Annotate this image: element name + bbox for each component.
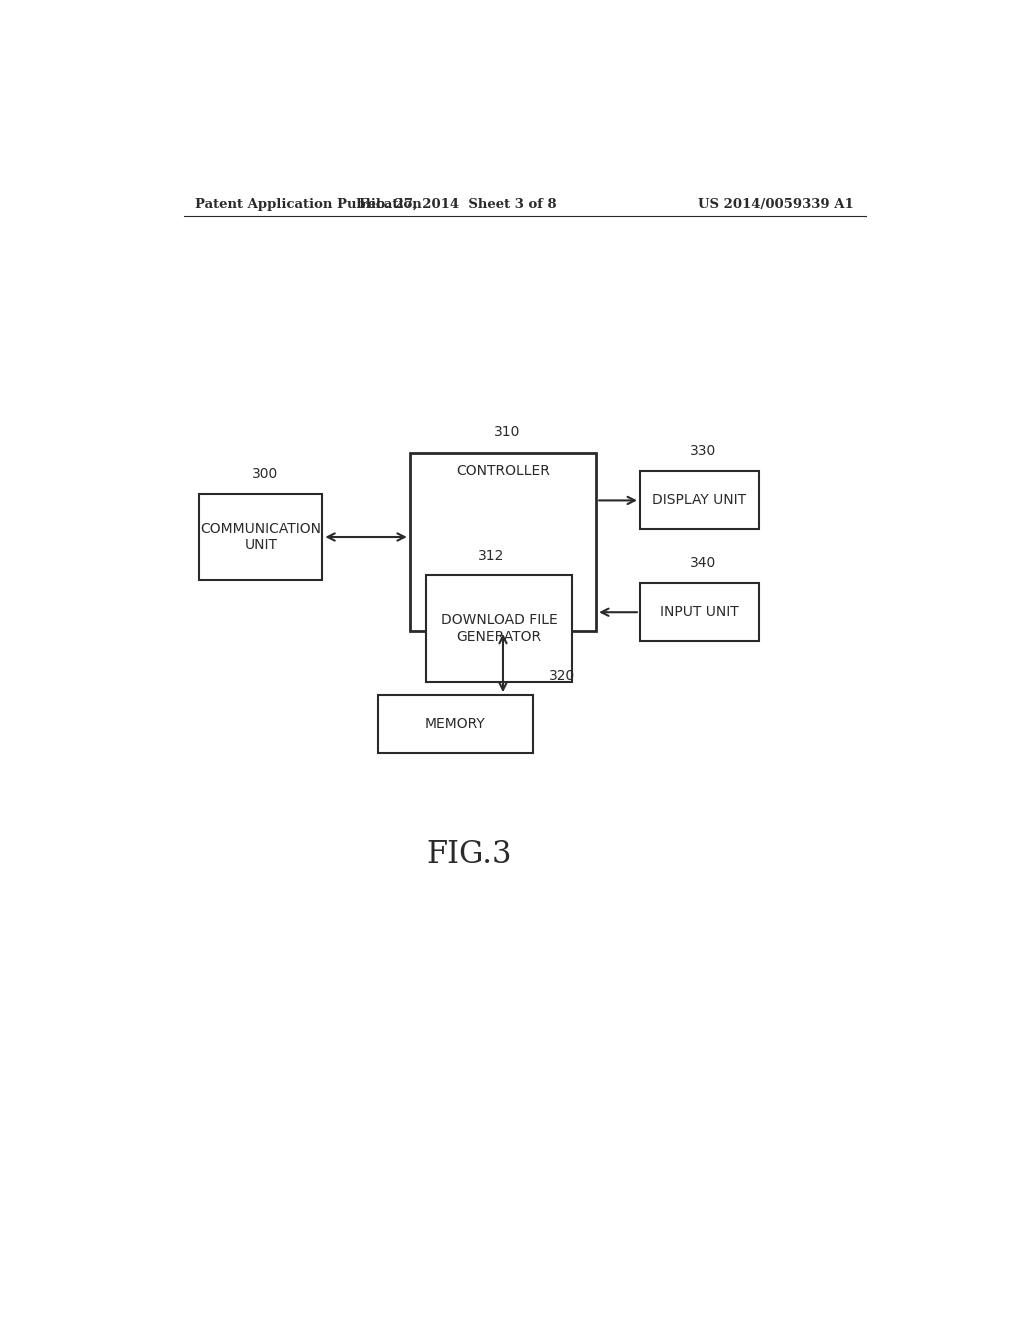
Text: 340: 340 [690,556,717,570]
Text: 300: 300 [252,466,279,480]
Text: DISPLAY UNIT: DISPLAY UNIT [652,494,746,507]
Text: 310: 310 [494,425,520,440]
Text: 320: 320 [549,669,574,682]
Bar [426,576,572,682]
Text: FIG.3: FIG.3 [427,840,512,870]
Text: COMMUNICATION
UNIT: COMMUNICATION UNIT [201,521,322,552]
Text: INPUT UNIT: INPUT UNIT [660,606,738,619]
Text: Patent Application Publication: Patent Application Publication [196,198,422,211]
Bar [200,494,323,581]
Text: US 2014/0059339 A1: US 2014/0059339 A1 [698,198,854,211]
Text: DOWNLOAD FILE
GENERATOR: DOWNLOAD FILE GENERATOR [440,614,557,644]
Bar [410,453,596,631]
Text: CONTROLLER: CONTROLLER [456,465,550,478]
Text: 330: 330 [690,445,717,458]
Text: MEMORY: MEMORY [425,717,485,731]
Bar [378,696,532,752]
Text: 312: 312 [478,549,504,562]
Bar [640,471,759,529]
Text: Feb. 27, 2014  Sheet 3 of 8: Feb. 27, 2014 Sheet 3 of 8 [358,198,556,211]
Bar [640,583,759,642]
